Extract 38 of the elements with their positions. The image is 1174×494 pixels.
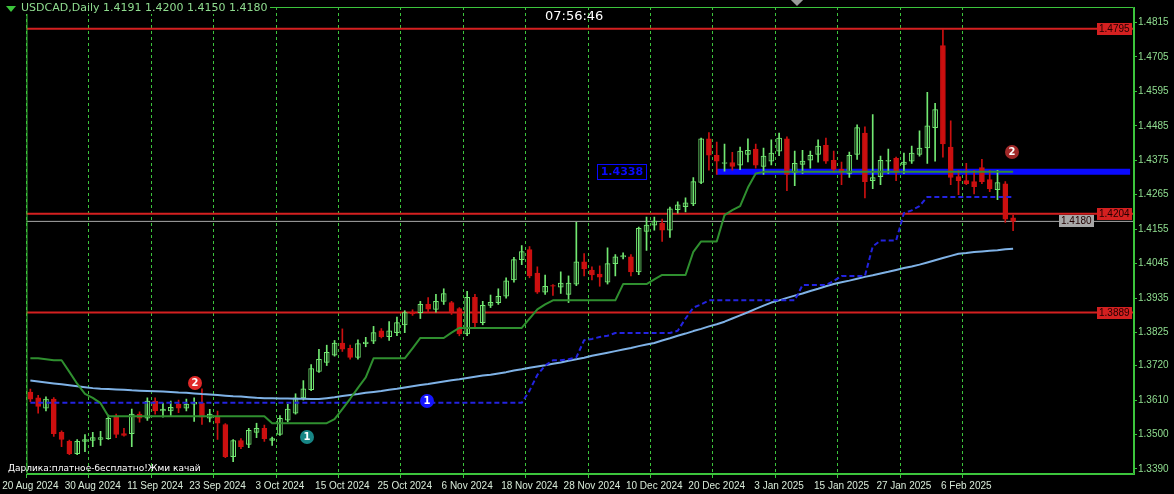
text: 1.4338 bbox=[596, 163, 648, 180]
x-tick-label: 15 Jan 2025 bbox=[813, 479, 870, 491]
y-tick-label: 1.4375 bbox=[1138, 154, 1170, 166]
annotation: Дарлика:платное-бесплатно!Жми качай bbox=[8, 463, 201, 473]
ref-line-label: 1.4204 bbox=[1097, 207, 1132, 220]
ref-line-label: 1.4795 bbox=[1097, 22, 1132, 35]
x-tick-label: 6 Nov 2024 bbox=[441, 479, 494, 491]
y-tick-label: 1.4815 bbox=[1138, 16, 1170, 28]
y-tick-label: 1.3500 bbox=[1138, 428, 1170, 440]
x-tick-label: 3 Oct 2024 bbox=[255, 479, 305, 491]
y-tick-label: 1.4485 bbox=[1138, 119, 1170, 131]
x-tick-label: 27 Jan 2025 bbox=[876, 479, 932, 491]
x-tick-label: 20 Aug 2024 bbox=[2, 479, 59, 491]
x-tick-label: 23 Sep 2024 bbox=[189, 479, 247, 491]
x-tick-label: 11 Sep 2024 bbox=[127, 479, 184, 491]
ref-line-label: 1.3889 bbox=[1097, 306, 1132, 319]
x-tick-label: 28 Nov 2024 bbox=[563, 479, 621, 491]
y-tick-label: 1.3720 bbox=[1138, 359, 1170, 371]
y-tick-label: 1.3935 bbox=[1138, 291, 1170, 303]
y-tick-label: 1.3610 bbox=[1138, 393, 1170, 405]
ref-line-label: 1.4180 bbox=[1059, 215, 1094, 228]
y-tick-label: 1.4155 bbox=[1138, 222, 1170, 234]
x-tick-label: 30 Aug 2024 bbox=[64, 479, 122, 491]
y-tick-label: 1.4705 bbox=[1138, 50, 1170, 62]
annotation: 07:56:46 bbox=[545, 8, 604, 23]
y-tick-label: 1.3390 bbox=[1138, 462, 1170, 474]
x-tick-label: 18 Nov 2024 bbox=[501, 479, 559, 491]
x-tick-label: 25 Oct 2024 bbox=[377, 479, 433, 491]
y-tick-label: 1.4595 bbox=[1138, 85, 1170, 97]
x-tick-label: 6 Feb 2025 bbox=[941, 479, 993, 491]
x-tick-label: 3 Jan 2025 bbox=[754, 479, 805, 491]
chart-title: USDCAD,Daily 1.4191 1.4200 1.4150 1.4180 bbox=[18, 1, 271, 14]
y-tick-label: 1.4045 bbox=[1138, 257, 1170, 269]
y-tick-label: 1.4265 bbox=[1138, 188, 1170, 200]
x-tick-label: 10 Dec 2024 bbox=[625, 479, 684, 491]
x-tick-label: 20 Dec 2024 bbox=[688, 479, 746, 491]
y-tick-label: 1.3825 bbox=[1138, 326, 1170, 338]
x-tick-label: 15 Oct 2024 bbox=[315, 479, 371, 491]
